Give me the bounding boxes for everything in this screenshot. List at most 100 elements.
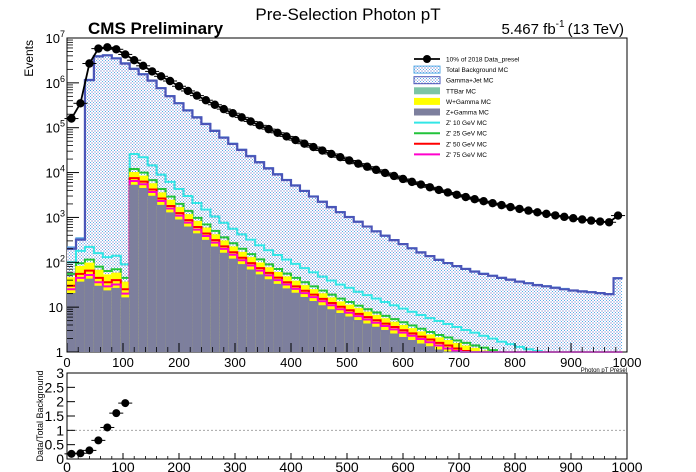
- data-point: [479, 197, 488, 206]
- data-point: [533, 208, 542, 217]
- data-point: [318, 146, 327, 155]
- y-tick-label: 104: [46, 164, 65, 181]
- bin-bar: [506, 279, 515, 352]
- series-z-10-gev-mc: [67, 152, 623, 353]
- ratio-y-tick-label: 3: [56, 365, 64, 381]
- ratio-x-tick-label: 400: [279, 459, 303, 472]
- bin-bar: [541, 285, 551, 352]
- series-outline: [67, 168, 623, 353]
- bin-bar: [380, 235, 390, 352]
- bin-bar: [282, 179, 291, 352]
- ratio-x-tick-label: 900: [559, 459, 583, 472]
- data-point: [595, 217, 605, 226]
- legend: 10% of 2018 Data_presel Total Background …: [413, 55, 520, 159]
- bin-bar: [291, 184, 300, 352]
- y-tick-label: 1: [56, 345, 63, 360]
- data-point: [219, 104, 228, 114]
- legend-swatch: [413, 76, 441, 85]
- data-point: [67, 114, 76, 123]
- x-tick-label: 700: [448, 355, 470, 370]
- legend-entry: Z' 50 GeV MC: [414, 141, 487, 148]
- y-tick-label: 105: [46, 119, 65, 136]
- y-tick-label: 106: [46, 74, 65, 91]
- data-point: [291, 135, 300, 145]
- bin-bar: [586, 291, 596, 352]
- ratio-x-tick-label: 100: [111, 459, 135, 472]
- bin-bar: [353, 320, 363, 352]
- lumi-label: 5.467 fb-1 (13 TeV): [501, 19, 624, 38]
- data-point: [488, 198, 497, 208]
- ratio-plot-frame: [66, 372, 628, 460]
- data-point: [470, 194, 479, 204]
- ratio-x-tick-label: 200: [167, 459, 191, 472]
- data-point: [210, 100, 220, 109]
- data-point: [524, 206, 533, 215]
- legend-label: W+Gamma MC: [446, 99, 491, 106]
- bin-bar: [497, 277, 507, 352]
- bin-bar: [264, 279, 274, 352]
- bin-bar: [604, 293, 614, 352]
- data-point: [309, 142, 318, 152]
- bin-bar: [84, 279, 94, 352]
- lumi-value: 5.467 fb: [501, 21, 555, 38]
- y-tick-label: 102: [46, 253, 65, 270]
- chart-title: Pre-Selection Photon pT: [255, 5, 440, 24]
- data-point: [94, 44, 103, 53]
- x-tick-label: 500: [336, 355, 358, 370]
- bin-bar: [138, 188, 148, 352]
- legend-label: 10% of 2018 Data_presel: [446, 57, 520, 64]
- bin-bar: [532, 284, 542, 352]
- bin-bar: [111, 57, 121, 352]
- ratio-point: [112, 409, 121, 418]
- bin-bar: [344, 216, 354, 352]
- x-tick-label: 800: [504, 355, 526, 370]
- data-point: [300, 139, 309, 148]
- series-outline: [67, 184, 623, 353]
- data-point: [371, 165, 381, 175]
- ratio-x-tick-label: 0: [63, 459, 71, 472]
- main-plot: [64, 43, 626, 353]
- bin-bar: [192, 234, 202, 352]
- data-point: [156, 72, 166, 81]
- bin-bar: [246, 270, 256, 352]
- data-point: [183, 86, 193, 96]
- bin-bar: [425, 334, 435, 352]
- experiment-label: CMS Preliminary: [88, 19, 224, 38]
- ratio-x-tick-label: 600: [391, 459, 415, 472]
- legend-entry: Z' 75 GeV MC: [414, 152, 487, 159]
- bin-bar: [237, 149, 247, 352]
- data-point: [121, 50, 130, 59]
- lumi-energy: (13 TeV): [568, 21, 624, 38]
- data-point: [461, 192, 470, 202]
- ratio-x-tick-label: 800: [503, 459, 527, 472]
- x-tick-label: 200: [168, 355, 190, 370]
- y-tick-label: 107: [46, 29, 65, 46]
- legend-label: Z+Gamma MC: [446, 110, 489, 117]
- ratio-plot: 0 100 200 300 400 500 600 700 800 900 100000.511.5…: [45, 365, 643, 472]
- bin-bar: [523, 282, 533, 352]
- ratio-y-axis-label: Data/Total Background: [35, 370, 45, 461]
- series-outline: [67, 171, 623, 353]
- bin-bar: [264, 167, 274, 352]
- y-tick-label: 103: [46, 208, 65, 225]
- data-point: [398, 174, 408, 184]
- data-point: [327, 149, 336, 159]
- data-point: [586, 216, 596, 225]
- legend-label: Z' 75 GeV MC: [446, 152, 487, 159]
- data-point: [228, 109, 237, 118]
- bin-bar: [452, 265, 462, 352]
- bin-bar: [237, 264, 247, 352]
- data-point: [85, 59, 94, 68]
- legend-swatch: [414, 97, 440, 105]
- data-point: [515, 204, 524, 214]
- legend-entry: Z' 25 GeV MC: [414, 131, 487, 138]
- ratio-x-tick-label: 500: [335, 459, 359, 472]
- bin-bar: [416, 344, 426, 352]
- ratio-point: [67, 449, 76, 458]
- data-point: [380, 168, 390, 178]
- x-tick-label: 0: [63, 355, 70, 370]
- bin-bar: [398, 243, 408, 352]
- x-tick-label: 900: [560, 355, 582, 370]
- bin-bar: [470, 270, 480, 352]
- data-point: [407, 177, 417, 187]
